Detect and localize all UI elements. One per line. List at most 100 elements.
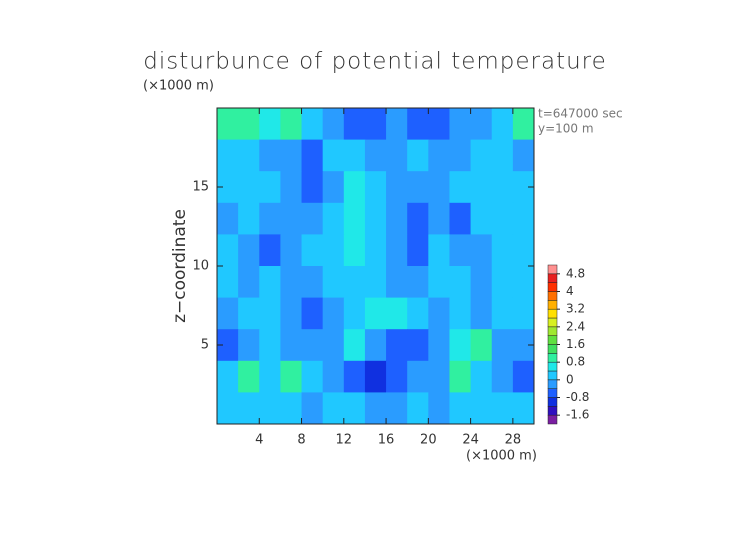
- colorbar-tick-label: -1.6: [566, 408, 589, 422]
- heatmap-cell: [301, 234, 324, 267]
- colorbar-box: [547, 370, 558, 381]
- heatmap-cell: [407, 329, 429, 362]
- heatmap-cell: [449, 171, 472, 204]
- colorbar-box: [547, 282, 558, 292]
- heatmap-cell: [280, 266, 303, 299]
- heatmap-cell: [470, 234, 493, 267]
- chart-title: disturbunce of potential temperature: [143, 49, 607, 75]
- heatmap-cell: [386, 329, 408, 362]
- heatmap-cell: [364, 266, 387, 299]
- annotation: t=647000 sec: [538, 107, 623, 121]
- heatmap-cell: [280, 171, 303, 204]
- y-tick-label: 5: [201, 338, 209, 353]
- heatmap-cell: [364, 234, 387, 267]
- colorbar-box: [547, 406, 558, 416]
- heatmap-cell: [449, 329, 472, 362]
- heatmap-cell: [491, 171, 514, 204]
- heatmap: [217, 108, 535, 425]
- heatmap-cell: [343, 360, 366, 393]
- heatmap-cell: [343, 297, 366, 330]
- heatmap-cell: [301, 329, 324, 362]
- heatmap-cell: [259, 297, 281, 330]
- heatmap-cell: [322, 297, 345, 330]
- heatmap-cell: [428, 392, 450, 425]
- heatmap-cell: [259, 171, 281, 204]
- heatmap-cell: [491, 139, 514, 172]
- heatmap-cell: [491, 202, 514, 235]
- heatmap-cell: [280, 297, 303, 330]
- heatmap-cell: [386, 266, 408, 299]
- heatmap-cell: [238, 139, 260, 172]
- heatmap-cell: [322, 139, 345, 172]
- heatmap-cell: [322, 329, 345, 362]
- annotation: y=100 m: [538, 122, 594, 136]
- y-unit: (×1000 m): [143, 79, 214, 94]
- heatmap-cell: [301, 360, 324, 393]
- heatmap-cell: [301, 297, 324, 330]
- x-tick-label: 16: [378, 433, 395, 448]
- heatmap-cell: [386, 202, 408, 235]
- heatmap-cell: [259, 139, 281, 172]
- heatmap-cell: [343, 108, 366, 141]
- heatmap-cell: [428, 329, 450, 362]
- heatmap-cell: [512, 297, 535, 330]
- heatmap-cell: [386, 108, 408, 141]
- heatmap-cell: [428, 266, 450, 299]
- heatmap-cell: [238, 234, 260, 267]
- heatmap-cell: [280, 392, 303, 425]
- heatmap-cell: [259, 234, 281, 267]
- heatmap-cell: [238, 266, 260, 299]
- heatmap-cell: [491, 297, 514, 330]
- heatmap-cell: [407, 266, 429, 299]
- heatmap-cell: [322, 202, 345, 235]
- colorbar-box: [547, 361, 558, 372]
- heatmap-cell: [322, 360, 345, 393]
- heatmap-cell: [449, 297, 472, 330]
- heatmap-cell: [238, 108, 260, 141]
- heatmap-cell: [449, 202, 472, 235]
- heatmap-cell: [364, 139, 387, 172]
- heatmap-cell: [386, 139, 408, 172]
- heatmap-cell: [491, 360, 514, 393]
- heatmap-cell: [364, 297, 387, 330]
- colorbar-box: [547, 388, 558, 398]
- heatmap-cell: [386, 234, 408, 267]
- heatmap-cell: [259, 329, 281, 362]
- x-tick-label: 28: [505, 433, 522, 448]
- heatmap-cell: [512, 108, 535, 141]
- heatmap-cell: [386, 392, 408, 425]
- heatmap-cell: [428, 139, 450, 172]
- colorbar-box: [547, 344, 558, 354]
- y-tick-label: 15: [192, 180, 209, 195]
- colorbar-box: [547, 335, 558, 345]
- heatmap-cell: [217, 266, 239, 299]
- heatmap-cell: [364, 329, 387, 362]
- heatmap-cell: [280, 360, 303, 393]
- heatmap-cell: [238, 392, 260, 425]
- heatmap-cell: [343, 171, 366, 204]
- heatmap-cell: [449, 108, 472, 141]
- heatmap-cell: [364, 202, 387, 235]
- heatmap-cell: [322, 108, 345, 141]
- heatmap-cell: [238, 202, 260, 235]
- heatmap-cell: [259, 392, 281, 425]
- x-tick-label: 20: [420, 433, 437, 448]
- x-tick-label: 24: [462, 433, 479, 448]
- heatmap-cell: [470, 329, 493, 362]
- heatmap-cell: [470, 392, 493, 425]
- colorbar-box: [547, 264, 558, 275]
- heatmap-cell: [512, 202, 535, 235]
- heatmap-cell: [217, 171, 239, 204]
- colorbar-tick-label: 2.4: [566, 319, 585, 333]
- heatmap-cell: [364, 171, 387, 204]
- heatmap-cell: [470, 108, 493, 141]
- heatmap-cell: [301, 392, 324, 425]
- heatmap-cell: [217, 297, 239, 330]
- heatmap-cell: [428, 171, 450, 204]
- x-tick-label: 12: [336, 433, 353, 448]
- heatmap-cell: [470, 139, 493, 172]
- heatmap-cell: [428, 108, 450, 141]
- heatmap-cell: [343, 202, 366, 235]
- heatmap-cell: [491, 392, 514, 425]
